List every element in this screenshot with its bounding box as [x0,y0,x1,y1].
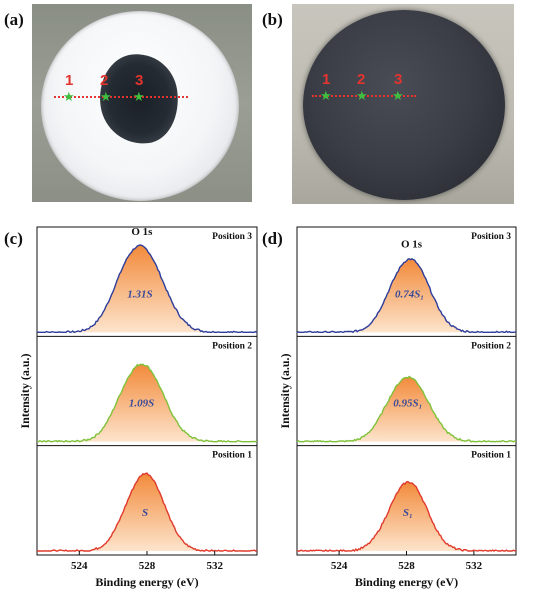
measurement-line [312,95,416,97]
spectrum-line-2 [37,363,258,443]
area-label: 1.09S [129,398,154,410]
area-label: 1.31S [127,288,152,300]
peak-area-1 [297,481,516,551]
star-marker-2: ★ [100,89,112,104]
position-label: Position 1 [212,451,252,461]
area-label: S₁ [403,507,413,519]
panel-letter-c: (c) [4,229,23,248]
x-tick-label: 524 [331,560,348,572]
position-label: Position 2 [471,341,511,351]
area-label: 0.95S₁ [393,398,422,410]
peak-area-2 [37,364,257,442]
star-marker-3: ★ [392,88,404,103]
spectrum-line-1 [37,472,258,552]
x-tick-label: 528 [398,560,415,572]
peak-area-3 [37,245,257,333]
position-label: Position 2 [212,341,252,351]
star-marker-3: ★ [133,89,145,104]
area-label: 0.74S₁ [395,288,424,300]
star-marker-1: ★ [320,88,332,103]
measurement-line [54,96,188,98]
x-axis-title: Binding energy (eV) [355,575,458,589]
peak-area-1 [37,473,257,551]
spectrum-line-1 [297,480,517,552]
star-marker-1: ★ [63,89,75,104]
peak-area-3 [297,258,516,333]
sample-photo-a: ★ ★ ★ 1 2 3 [32,4,252,202]
area-label: S [142,507,148,519]
marker-label-3: 3 [135,72,144,89]
y-axis-title: Intensity (a.u.) [278,353,292,428]
x-tick-label: 524 [71,560,88,572]
panel-letter-a: (a) [4,10,24,29]
dark-pellet [303,10,505,200]
y-axis-title: Intensity (a.u.) [18,353,32,428]
x-tick-label: 532 [466,560,483,572]
position-label: Position 1 [471,451,511,461]
spectrum-line-3 [296,257,517,334]
peak-title: O 1s [401,239,423,251]
x-tick-label: 528 [139,560,156,572]
marker-label-3: 3 [394,71,403,88]
x-axis-title: Binding energy (eV) [95,575,198,589]
sample-photo-b: ★ ★ ★ 1 2 3 [292,4,514,204]
peak-title: O 1s [131,226,153,238]
marker-label-2: 2 [357,71,366,88]
panel-letter-d: (d) [262,229,283,248]
marker-label-1: 1 [65,72,74,89]
position-label: Position 3 [212,232,252,242]
x-tick-label: 532 [206,560,223,572]
marker-label-2: 2 [100,72,109,89]
position-label: Position 3 [471,232,511,242]
peak-area-2 [297,376,516,442]
star-marker-2: ★ [356,88,368,103]
spectrum-line-2 [296,375,517,443]
panel-letter-b: (b) [262,10,283,29]
spectrum-line-3 [36,244,258,334]
marker-label-1: 1 [322,71,331,88]
